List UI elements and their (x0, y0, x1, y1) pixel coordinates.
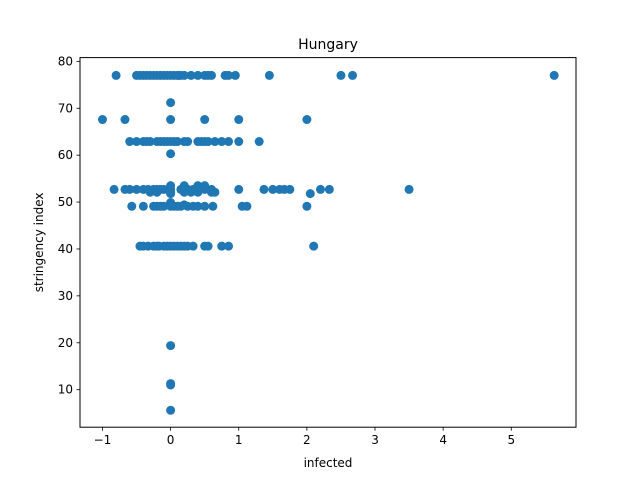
data-point (305, 189, 315, 199)
data-point (200, 201, 210, 211)
data-point (217, 137, 227, 147)
x-axis-ticks: −1 0 1 2 3 4 5 (94, 427, 515, 447)
plot-frame (79, 57, 577, 428)
x-tick-label: 1 (235, 433, 243, 447)
data-point (145, 187, 155, 197)
data-point (193, 187, 203, 197)
data-point (166, 115, 176, 125)
data-point (203, 137, 213, 147)
y-axis-label: stringency index (32, 193, 46, 293)
data-point (179, 187, 189, 197)
data-point (125, 137, 135, 147)
data-point (316, 184, 326, 194)
y-tick-label: 20 (58, 336, 73, 350)
y-tick-label: 70 (58, 101, 73, 115)
data-point (230, 70, 240, 80)
data-point (203, 241, 213, 251)
data-point (224, 70, 234, 80)
data-point (179, 181, 189, 191)
y-tick-label: 30 (58, 289, 73, 303)
data-point (186, 70, 196, 80)
y-axis-ticks: 10 20 30 40 50 60 70 80 (58, 54, 80, 397)
data-point (176, 201, 186, 211)
y-tick-label: 60 (58, 148, 73, 162)
data-point (183, 137, 193, 147)
data-point (200, 115, 210, 125)
data-point (193, 201, 203, 211)
data-point (125, 184, 135, 194)
data-point (224, 241, 234, 251)
y-tick-label: 80 (58, 54, 73, 68)
data-point (166, 341, 176, 351)
data-point (138, 201, 148, 211)
data-point (208, 201, 218, 211)
data-point (166, 98, 176, 108)
data-point (111, 70, 121, 80)
data-point (166, 380, 176, 390)
data-point (132, 184, 142, 194)
y-tick-label: 50 (58, 195, 73, 209)
data-point (159, 184, 169, 194)
x-axis-label: infected (304, 456, 353, 470)
data-point (166, 181, 176, 191)
data-point (120, 115, 130, 125)
data-point (210, 137, 220, 147)
data-point (200, 181, 210, 191)
x-tick-label: 5 (507, 433, 515, 447)
data-point (324, 184, 334, 194)
data-point (302, 115, 312, 125)
data-point (285, 184, 295, 194)
data-point (268, 184, 278, 194)
data-point (404, 184, 414, 194)
data-point (145, 137, 155, 147)
y-tick-label: 10 (58, 383, 73, 397)
data-point (166, 189, 176, 199)
data-point (206, 70, 216, 80)
x-tick-label: 0 (167, 433, 175, 447)
data-point (172, 137, 182, 147)
chart-title: Hungary (298, 37, 358, 53)
data-point (336, 70, 346, 80)
data-point (186, 187, 196, 197)
data-point (217, 241, 227, 251)
points-layer (97, 70, 559, 415)
data-point (302, 201, 312, 211)
x-tick-label: 2 (303, 433, 311, 447)
data-point (254, 137, 264, 147)
y-tick-label: 40 (58, 242, 73, 256)
data-point (166, 149, 176, 159)
data-point (259, 184, 269, 194)
data-point (549, 70, 559, 80)
data-point (224, 137, 234, 147)
data-point (127, 201, 137, 211)
data-point (188, 241, 198, 251)
data-point (109, 184, 119, 194)
x-tick-label: 4 (439, 433, 447, 447)
data-point (234, 137, 244, 147)
data-point (193, 181, 203, 191)
data-point (97, 115, 107, 125)
data-point (234, 184, 244, 194)
data-point (193, 70, 203, 80)
data-point (152, 187, 162, 197)
data-point (210, 187, 220, 197)
data-point (132, 137, 142, 147)
data-point (309, 241, 319, 251)
data-point (264, 70, 274, 80)
data-point (234, 115, 244, 125)
data-point (166, 405, 176, 415)
x-tick-label: −1 (94, 433, 112, 447)
data-point (159, 201, 169, 211)
data-point (179, 70, 189, 80)
x-tick-label: 3 (371, 433, 379, 447)
data-point (242, 201, 252, 211)
data-point (348, 70, 358, 80)
